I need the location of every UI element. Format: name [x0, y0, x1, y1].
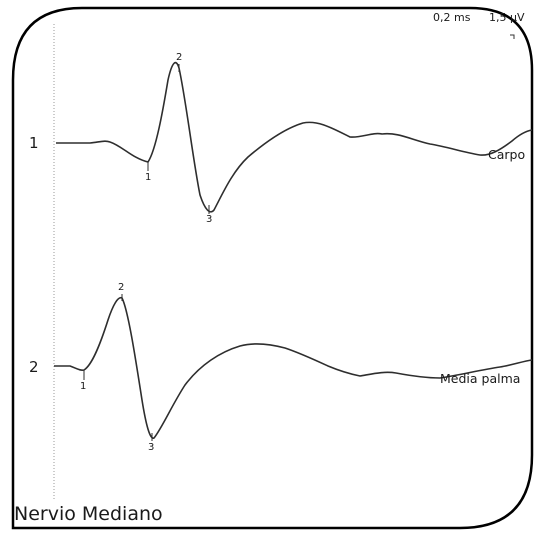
trace-1-number: 1 [29, 134, 39, 152]
trace-1-label: Carpo [488, 147, 526, 162]
trace-2-peak-3-label: 3 [148, 442, 155, 453]
trace-1-peak-3-label: 3 [206, 214, 213, 225]
trace-2-waveform [54, 296, 533, 439]
trace-1-waveform [56, 61, 533, 213]
panel-title: Nervio Mediano [14, 503, 163, 525]
trace-2-number: 2 [29, 358, 39, 376]
time-scale-label: 0,2 ms [433, 11, 471, 24]
trace-1-peak-1-label: 1 [145, 172, 152, 183]
trace-2-peak-1-label: 1 [80, 381, 87, 392]
trace-1-peak-2-label: 2 [176, 52, 183, 63]
scale-bar [510, 34, 515, 39]
amplitude-scale-label: 1,5 µV [489, 11, 525, 24]
trace-2-peak-2-label: 2 [118, 282, 125, 293]
panel-frame [11, 6, 534, 530]
trace-2-label: Media palma [440, 371, 521, 386]
